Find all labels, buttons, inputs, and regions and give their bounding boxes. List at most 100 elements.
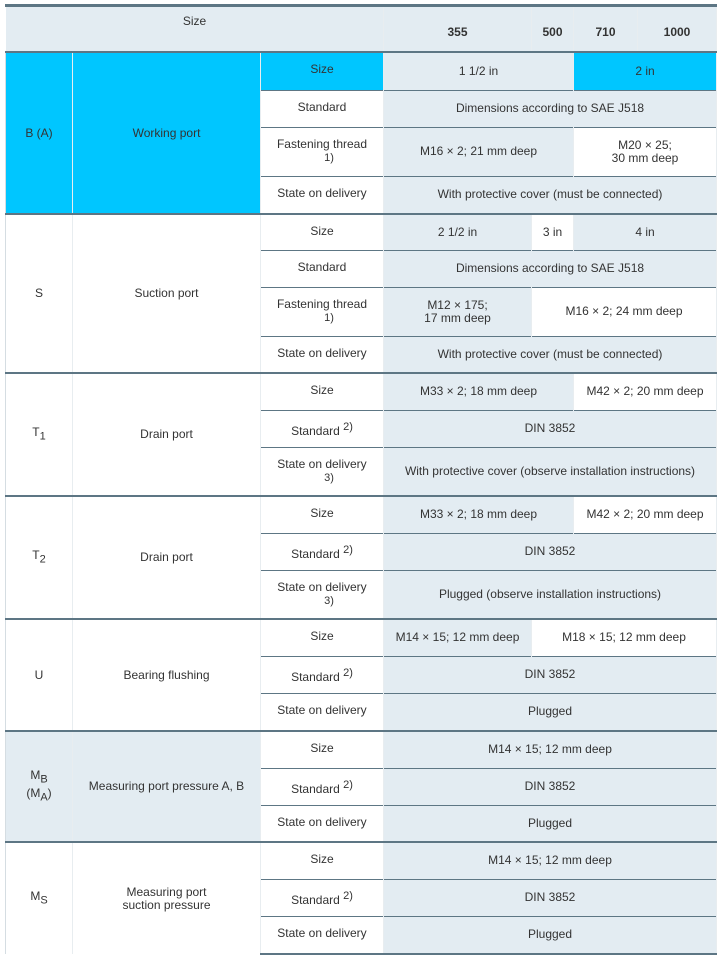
parameter-text: Size bbox=[310, 852, 334, 866]
value-text: DIN 3852 bbox=[524, 544, 576, 558]
value-cell: With protective cover (must be connected… bbox=[383, 335, 717, 373]
parameter-text: Size bbox=[310, 224, 334, 238]
header-row: Size 355 500 710 1000 bbox=[5, 4, 717, 53]
header-size-1000: 1000 bbox=[637, 4, 717, 53]
value-text: 4 in bbox=[635, 224, 655, 239]
value-text: DIN 3852 bbox=[524, 667, 576, 681]
port-code: B (A) bbox=[5, 51, 73, 214]
value-cell: M20 × 25; 30 mm deep bbox=[573, 126, 717, 176]
footnote-ref: 2) bbox=[343, 778, 353, 791]
parameter-text: State on delivery bbox=[277, 702, 367, 717]
table-row: Standard Dimensions according to SAE J518 bbox=[6, 89, 717, 127]
value-cell: M16 × 2; 21 mm deep bbox=[383, 126, 574, 176]
footnote-ref: 2) bbox=[343, 543, 353, 556]
table-row: Standard 2) DIN 3852 bbox=[6, 532, 717, 570]
value-text: With protective cover (must be connected… bbox=[437, 187, 663, 202]
footnote-ref: 2) bbox=[343, 420, 353, 433]
value-text: 2 1/2 in bbox=[437, 224, 478, 239]
value-cell: Dimensions according to SAE J518 bbox=[383, 249, 717, 287]
value-cell: M42 × 2; 20 mm deep bbox=[573, 495, 717, 533]
table-row: State on delivery With protective cover (… bbox=[6, 335, 717, 373]
parameter-text: Size bbox=[310, 629, 334, 643]
parameter-label: Standard bbox=[260, 89, 384, 127]
parameter-text: Standard bbox=[291, 423, 340, 438]
header-size-label: Size bbox=[5, 4, 384, 53]
table-row: Fastening thread 1) M12 × 175; 17 mm deep M1… bbox=[6, 286, 717, 336]
parameter-text: Fastening thread bbox=[276, 136, 368, 151]
parameter-label: Fastening thread 1) bbox=[260, 126, 384, 176]
port-code: MS bbox=[5, 841, 73, 954]
parameter-label: Size bbox=[260, 618, 384, 656]
value-text: With protective cover (observe installat… bbox=[404, 463, 696, 478]
value-text: M16 × 2; 21 mm deep bbox=[419, 144, 538, 158]
port-code-subscript: S bbox=[40, 894, 48, 907]
port-code-text: M bbox=[30, 768, 41, 783]
value-text: M18 × 15; 12 mm deep bbox=[562, 630, 686, 645]
value-cell: M33 × 2; 18 mm deep bbox=[383, 495, 574, 533]
table-row: Standard 2) DIN 3852 bbox=[6, 655, 717, 693]
value-cell: Plugged bbox=[383, 915, 717, 955]
value-text: M33 × 2; 18 mm deep bbox=[419, 507, 538, 522]
value-text: Plugged bbox=[527, 815, 573, 830]
parameter-label: Standard 2) bbox=[260, 767, 384, 805]
value-cell: M14 × 15; 12 mm deep bbox=[383, 841, 717, 879]
value-text: M33 × 2; 18 mm deep bbox=[419, 384, 538, 399]
value-cell: DIN 3852 bbox=[383, 532, 717, 570]
port-code: T2 bbox=[5, 495, 73, 619]
value-cell: M14 × 15; 12 mm deep bbox=[383, 730, 717, 768]
value-cell: M33 × 2; 18 mm deep bbox=[383, 372, 574, 410]
table-row: T2 Drain port Size M33 × 2; 18 mm deep M42 ×… bbox=[5, 495, 717, 619]
value-text: M12 × 175; bbox=[427, 297, 488, 312]
value-cell: 1 1/2 in bbox=[383, 51, 574, 90]
value-cell: Plugged bbox=[383, 692, 717, 731]
parameter-label: Fastening thread 1) bbox=[260, 286, 384, 336]
parameter-label: Size bbox=[260, 495, 384, 533]
parameter-text: Standard bbox=[291, 669, 340, 684]
port-name-text: Bearing flushing bbox=[123, 667, 210, 682]
value-cell: DIN 3852 bbox=[383, 878, 717, 916]
value-text: 3 in bbox=[542, 224, 563, 239]
value-cell: 4 in bbox=[573, 213, 717, 250]
footnote-ref: 3) bbox=[324, 594, 334, 607]
value-text: DIN 3852 bbox=[524, 890, 576, 904]
table-row: Standard 2) DIN 3852 bbox=[6, 878, 717, 916]
header-size-710: 710 bbox=[573, 4, 638, 53]
port-name-text: Measuring port bbox=[126, 884, 207, 899]
parameter-text: Size bbox=[310, 383, 334, 397]
parameter-label: Size bbox=[260, 213, 384, 250]
parameter-text: Size bbox=[310, 62, 334, 76]
table-row: State on delivery Plugged bbox=[6, 692, 717, 731]
footnote-ref: 3) bbox=[324, 471, 334, 484]
port-specification-table: Size 355 500 710 1000 B (A) Working port S… bbox=[5, 4, 717, 955]
value-text-line2: 17 mm deep bbox=[424, 310, 491, 325]
port-name-text: Working port bbox=[132, 125, 201, 140]
parameter-text: State on delivery bbox=[277, 814, 367, 829]
parameter-label: Size bbox=[260, 841, 384, 879]
value-text: Plugged bbox=[527, 927, 573, 942]
port-name-text: Drain port bbox=[140, 427, 193, 441]
port-code-subscript: 1 bbox=[39, 430, 46, 443]
value-text: M14 × 15; 12 mm deep bbox=[488, 853, 612, 868]
port-code: U bbox=[5, 618, 73, 731]
port-code-text: B (A) bbox=[25, 125, 53, 140]
value-text: Dimensions according to SAE J518 bbox=[455, 261, 645, 275]
value-cell: With protective cover (must be connected… bbox=[383, 175, 717, 214]
port-name: Measuring port pressure A, B bbox=[72, 730, 261, 842]
parameter-label: Standard 2) bbox=[260, 409, 384, 447]
parameter-label: Standard bbox=[260, 249, 384, 287]
port-code-text: U bbox=[34, 667, 44, 682]
value-cell: DIN 3852 bbox=[383, 409, 717, 447]
value-cell: With protective cover (observe installat… bbox=[383, 446, 717, 496]
parameter-text: State on delivery bbox=[277, 456, 367, 471]
value-text: DIN 3852 bbox=[524, 779, 576, 793]
parameter-label: Size bbox=[260, 372, 384, 410]
value-cell: Plugged (observe installation instructio… bbox=[383, 569, 717, 619]
parameter-text: Fastening thread bbox=[276, 296, 368, 311]
value-text: M20 × 25; bbox=[618, 137, 672, 152]
value-cell: M14 × 15; 12 mm deep bbox=[383, 618, 532, 656]
parameter-text: Standard bbox=[291, 892, 340, 907]
parameter-label: Size bbox=[260, 730, 384, 768]
parameter-label: Standard 2) bbox=[260, 878, 384, 916]
table-row: T1 Drain port Size M33 × 2; 18 mm deep M42 ×… bbox=[5, 372, 717, 496]
table-row: B (A) Working port Size 1 1/2 in 2 in bbox=[5, 51, 717, 214]
